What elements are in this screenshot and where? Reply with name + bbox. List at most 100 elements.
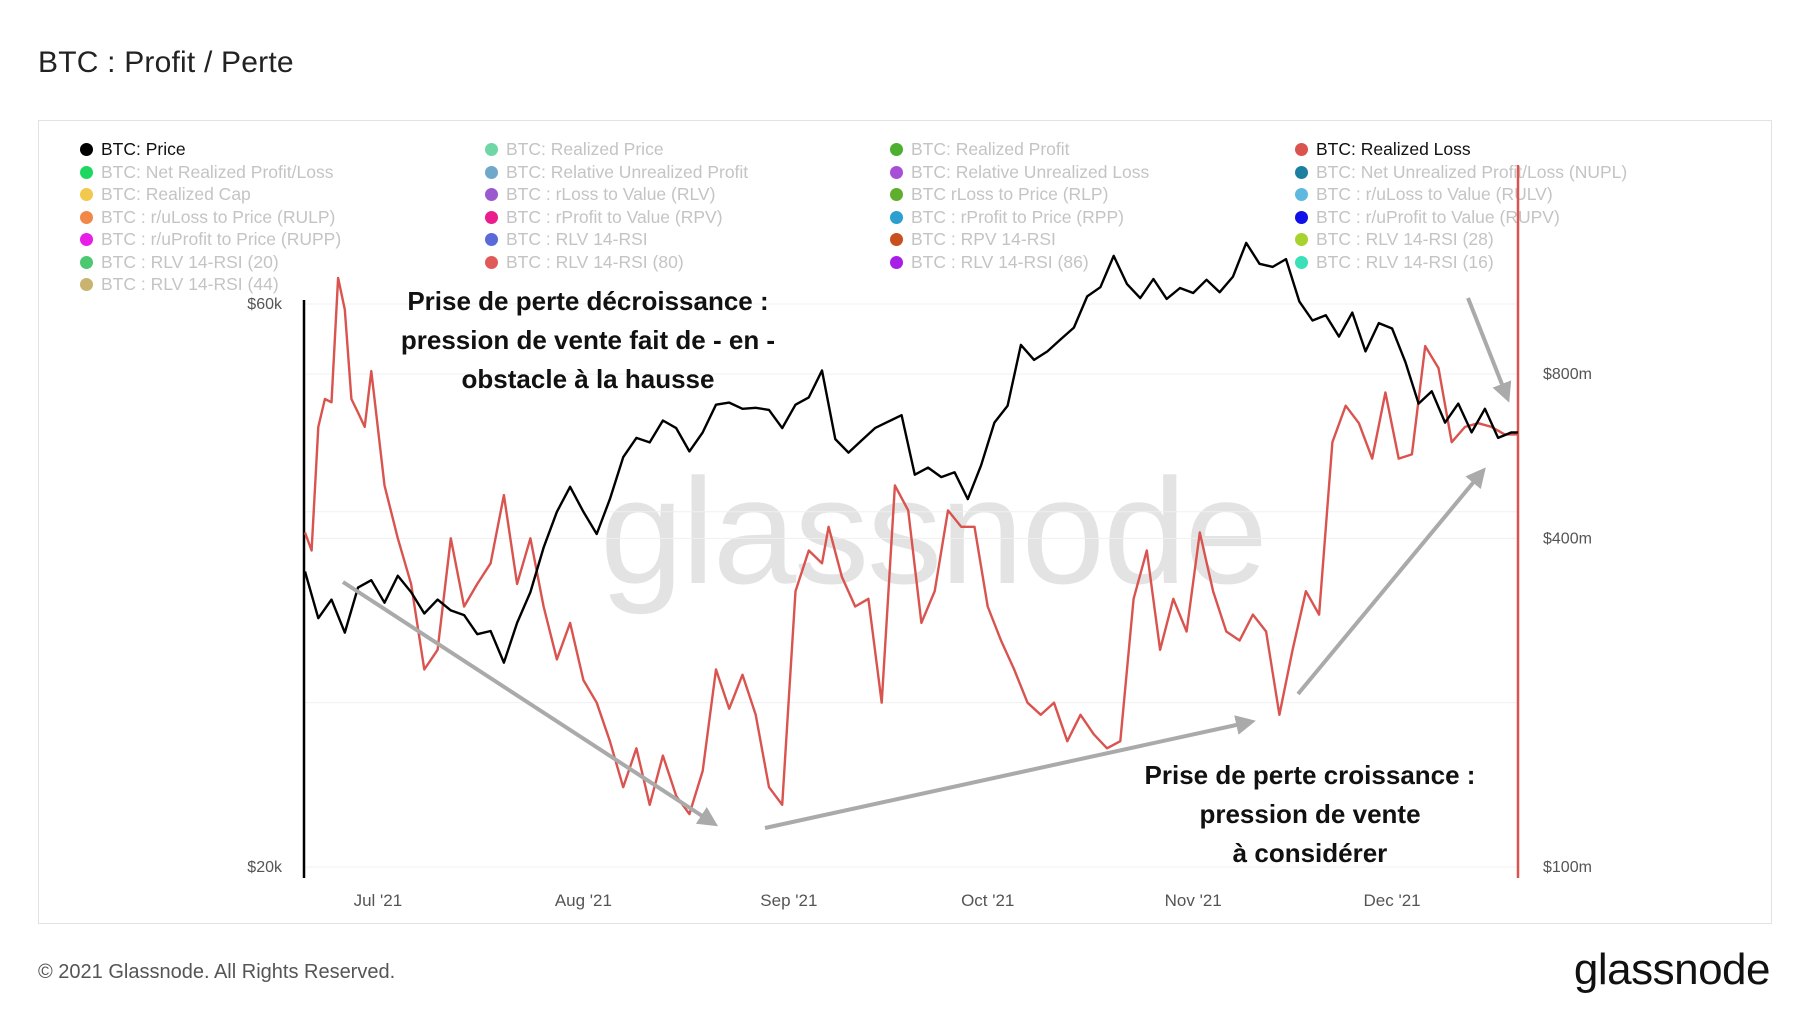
legend-label: BTC : r/uLoss to Price (RULP) xyxy=(101,206,336,227)
legend-item[interactable]: BTC: Realized Cap xyxy=(80,184,251,205)
x-tick-label: Nov '21 xyxy=(1165,891,1222,910)
legend-item[interactable]: BTC : rProfit to Value (RPV) xyxy=(485,207,723,228)
annotation-top-left: Prise de perte décroissance : pression d… xyxy=(378,282,798,399)
annotation-arrow xyxy=(1296,467,1486,696)
annotation-arrow xyxy=(341,580,719,827)
legend-item[interactable]: BTC: Net Realized Profit/Loss xyxy=(80,162,333,183)
legend-label: BTC : RLV 14-RSI (16) xyxy=(1316,251,1494,272)
annotation-bottom-line-1: Prise de perte croissance : xyxy=(1144,760,1476,790)
watermark: glassnode xyxy=(600,447,1268,615)
x-tick-label: Dec '21 xyxy=(1364,891,1421,910)
legend-dot-icon xyxy=(80,143,93,156)
legend-label: BTC : r/uProfit to Value (RUPV) xyxy=(1316,206,1560,227)
annotation-arrow xyxy=(1466,297,1512,403)
legend-dot-icon xyxy=(1295,188,1308,201)
legend-label: BTC : RLV 14-RSI xyxy=(506,229,648,249)
legend-item[interactable]: BTC : r/uLoss to Price (RULP) xyxy=(80,207,335,228)
legend-item[interactable]: BTC: Price xyxy=(80,139,186,160)
legend-item[interactable]: BTC : r/uLoss to Value (RULV) xyxy=(1295,184,1553,205)
legend-dot-icon xyxy=(1295,143,1308,156)
annotation-bottom-right: Prise de perte croissance : pression de … xyxy=(1130,756,1490,873)
legend-item[interactable]: BTC: Relative Unrealized Profit xyxy=(485,162,748,183)
legend-item[interactable]: BTC rLoss to Price (RLP) xyxy=(890,184,1108,205)
legend-item[interactable]: BTC : rProfit to Price (RPP) xyxy=(890,207,1124,228)
copyright-footer: © 2021 Glassnode. All Rights Reserved. xyxy=(38,961,396,983)
x-tick-label: Oct '21 xyxy=(961,891,1014,910)
annotation-bottom-line-3: à considérer xyxy=(1232,838,1388,868)
legend-item[interactable]: BTC : r/uProfit to Value (RUPV) xyxy=(1295,207,1560,228)
legend-dot-icon xyxy=(80,255,93,269)
legend-dot-icon xyxy=(890,165,903,179)
chart-frame xyxy=(38,120,1772,924)
legend-label: BTC : rProfit to Value (RPV) xyxy=(506,206,723,227)
legend-item[interactable]: BTC: Relative Unrealized Loss xyxy=(890,162,1149,183)
legend-dot-icon xyxy=(890,233,903,246)
legend-label: BTC: Realized Loss xyxy=(1316,139,1471,159)
legend-label: BTC : RLV 14-RSI (86) xyxy=(911,251,1089,272)
annotation-top-line-2: pression de vente fait de - en - xyxy=(400,325,776,355)
legend-label: BTC: Relative Unrealized Loss xyxy=(911,161,1150,182)
legend-dot-icon xyxy=(890,210,903,224)
legend-dot-icon xyxy=(485,210,498,224)
legend-dot-icon xyxy=(80,188,93,201)
y-right-tick-label: $800m xyxy=(1543,366,1592,383)
y-right-tick-label: $100m xyxy=(1543,859,1592,876)
legend-label: BTC : RLV 14-RSI (44) xyxy=(101,274,279,294)
legend-label: BTC : rProfit to Price (RPP) xyxy=(911,206,1124,227)
legend-item[interactable]: BTC : RLV 14-RSI (44) xyxy=(80,274,279,295)
legend-item[interactable]: BTC : RLV 14-RSI (28) xyxy=(1295,229,1494,250)
legend-label: BTC : RLV 14-RSI (20) xyxy=(101,251,279,272)
legend-item[interactable]: BTC: Realized Profit xyxy=(890,139,1070,160)
legend-item[interactable]: BTC : RLV 14-RSI (80) xyxy=(485,252,684,273)
legend-item[interactable]: BTC : r/uProfit to Price (RUPP) xyxy=(80,229,341,250)
legend-label: BTC: Price xyxy=(101,139,186,159)
legend-dot-icon xyxy=(1295,233,1308,246)
annotation-arrow xyxy=(764,715,1256,830)
legend-item[interactable]: BTC : RLV 14-RSI (20) xyxy=(80,252,279,273)
legend-dot-icon xyxy=(1295,165,1308,179)
annotation-top-line-1: Prise de perte décroissance : xyxy=(407,286,769,316)
legend-dot-icon xyxy=(485,188,498,201)
legend-item[interactable]: BTC : RPV 14-RSI xyxy=(890,229,1056,250)
legend-label: BTC : r/uProfit to Price (RUPP) xyxy=(101,229,342,249)
legend-label: BTC: Relative Unrealized Profit xyxy=(506,161,749,182)
legend-dot-icon xyxy=(80,278,93,291)
annotation-bottom-line-2: pression de vente xyxy=(1199,799,1421,829)
x-tick-label: Sep '21 xyxy=(760,891,817,910)
legend-label: BTC: Realized Profit xyxy=(911,139,1070,159)
legend-label: BTC: Net Unrealized Profit/Loss (NUPL) xyxy=(1316,161,1628,182)
legend-dot-icon xyxy=(890,143,903,156)
legend-label: BTC : RLV 14-RSI (28) xyxy=(1316,229,1494,249)
legend-dot-icon xyxy=(890,188,903,201)
legend-label: BTC: Realized Cap xyxy=(101,184,251,204)
legend-dot-icon xyxy=(485,255,498,269)
legend-dot-icon xyxy=(890,255,903,269)
legend-label: BTC: Net Realized Profit/Loss xyxy=(101,161,334,182)
legend-label: BTC: Realized Price xyxy=(506,139,664,159)
legend-item[interactable]: BTC : RLV 14-RSI (16) xyxy=(1295,252,1494,273)
legend-dot-icon xyxy=(80,165,93,179)
legend-item[interactable]: BTC: Net Unrealized Profit/Loss (NUPL) xyxy=(1295,162,1627,183)
legend-label: BTC : r/uLoss to Value (RULV) xyxy=(1316,184,1553,204)
x-tick-label: Aug '21 xyxy=(555,891,612,910)
legend-dot-icon xyxy=(80,210,93,224)
x-tick-label: Jul '21 xyxy=(354,891,403,910)
legend-item[interactable]: BTC : RLV 14-RSI xyxy=(485,229,648,250)
legend-item[interactable]: BTC : rLoss to Value (RLV) xyxy=(485,184,715,205)
legend-label: BTC rLoss to Price (RLP) xyxy=(911,184,1109,204)
realized-loss-line xyxy=(303,276,1518,816)
chart-title: BTC : Profit / Perte xyxy=(38,46,294,79)
legend-item[interactable]: BTC: Realized Price xyxy=(485,139,664,160)
annotation-top-line-3: obstacle à la hausse xyxy=(461,364,715,394)
y-left-tick-label: $60k xyxy=(247,296,283,313)
legend-item[interactable]: BTC: Realized Loss xyxy=(1295,139,1471,160)
legend-dot-icon xyxy=(485,233,498,246)
glassnode-logo[interactable]: glassnode xyxy=(1573,945,1771,994)
legend-label: BTC : RPV 14-RSI xyxy=(911,229,1056,249)
price-line xyxy=(303,241,1518,664)
y-right-tick-label: $400m xyxy=(1543,530,1592,547)
legend-dot-icon xyxy=(80,233,93,246)
y-left-tick-label: $20k xyxy=(247,859,283,876)
legend-item[interactable]: BTC : RLV 14-RSI (86) xyxy=(890,252,1089,273)
